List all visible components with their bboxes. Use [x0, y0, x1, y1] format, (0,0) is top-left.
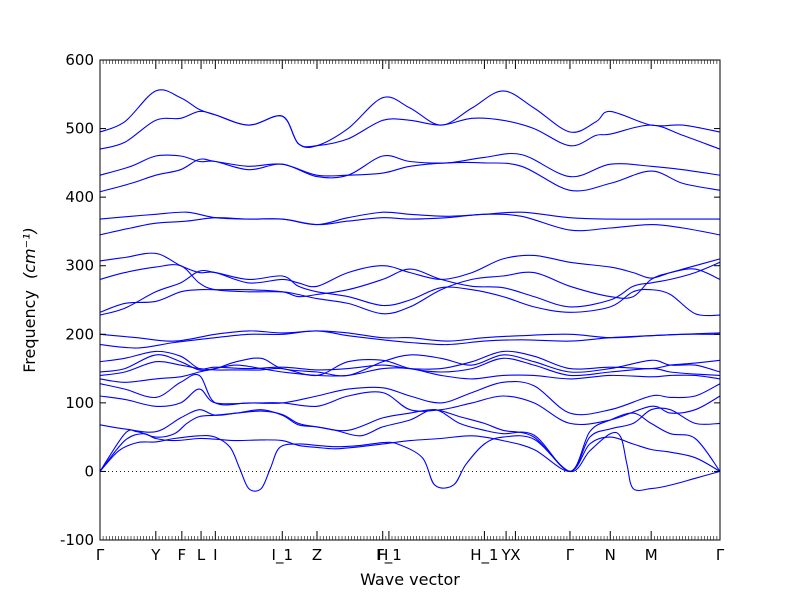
band-line: [99, 364, 721, 383]
x-tick-label: Y: [150, 546, 161, 564]
band-line: [99, 152, 721, 179]
y-axis-label: Frequency (cm⁻¹): [20, 227, 39, 372]
y-tick-label: 300: [65, 257, 94, 275]
y-tick-label: 400: [65, 188, 94, 206]
y-tick-label: 200: [65, 325, 94, 343]
x-tick-label: L: [197, 546, 206, 564]
band-line: [99, 252, 721, 288]
band-line: [99, 89, 721, 149]
x-tick-label: Y: [501, 546, 512, 564]
band-line: [99, 431, 721, 492]
x-tick-label: Γ: [96, 546, 105, 564]
x-tick-label: I_1: [272, 546, 293, 565]
band-line: [99, 213, 721, 236]
y-axis-label-text: Frequency: [20, 290, 39, 373]
y-tick-label: 100: [65, 394, 94, 412]
x-tick-label: Γ: [566, 546, 575, 564]
y-tick-label: 500: [65, 120, 94, 138]
band-line: [99, 350, 721, 371]
band-line: [99, 110, 721, 150]
minor-tick-marks: [102, 60, 718, 540]
x-tick-label: F: [178, 546, 187, 564]
x-axis-label: Wave vector: [360, 570, 460, 589]
phonon-bands: [99, 89, 721, 492]
x-tick-label: H: [377, 546, 388, 564]
y-tick-label: -100: [60, 531, 94, 549]
band-line: [99, 407, 721, 472]
band-line: [99, 330, 721, 349]
y-tick-label: 0: [84, 462, 94, 480]
x-tick-label: H_1: [470, 546, 498, 565]
band-line: [99, 330, 721, 342]
x-tick-label: M: [645, 546, 658, 564]
y-axis-ticks: -100 0 100 200 300 400 500 600: [60, 51, 720, 549]
y-axis-label-unit: (cm⁻¹): [20, 227, 39, 279]
band-line: [99, 357, 721, 377]
band-line: [99, 211, 720, 226]
y-tick-label: 600: [65, 51, 94, 69]
plot-frame: [99, 59, 721, 541]
band-line: [99, 158, 721, 193]
band-line: [99, 354, 721, 377]
x-axis-ticks: Γ Y F L I I_1 Z HF_1 H_1 Y X Γ N M Γ: [96, 60, 725, 565]
band-line: [99, 388, 721, 426]
x-tick-label: X: [510, 546, 520, 564]
x-tick-label: Γ: [716, 546, 725, 564]
x-tick-label: N: [605, 546, 616, 564]
x-tick-label: I: [213, 546, 217, 564]
band-line: [99, 373, 721, 416]
band-line: [99, 261, 721, 313]
x-tick-label: Z: [312, 546, 322, 564]
band-line: [99, 264, 721, 315]
x-tick-label: F_1: [376, 546, 402, 565]
